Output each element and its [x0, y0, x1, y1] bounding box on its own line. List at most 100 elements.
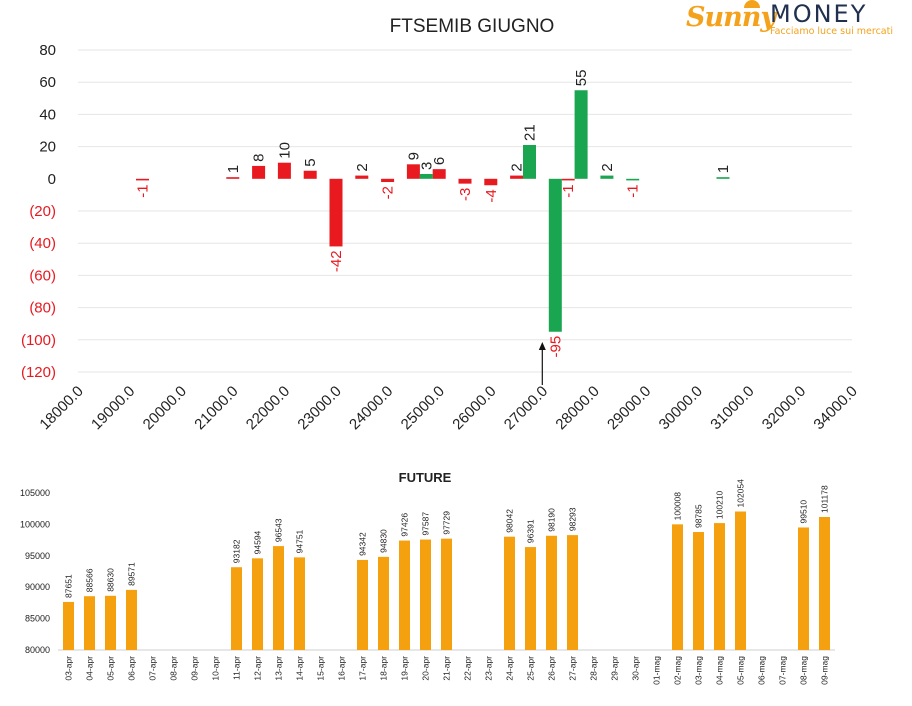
- data-label: 2: [599, 163, 616, 171]
- x-tick-label: 10-apr: [211, 656, 221, 681]
- x-tick-label: 23-apr: [484, 656, 494, 681]
- x-tick-label: 15-apr: [316, 656, 326, 681]
- bar: [672, 524, 683, 650]
- data-label: 1: [225, 165, 242, 173]
- data-label: 98293: [568, 507, 578, 531]
- bar: [567, 535, 578, 650]
- x-tick-label: 05-apr: [106, 656, 116, 681]
- x-tick-label: 03-mag: [694, 656, 704, 685]
- data-label: 21: [522, 124, 539, 141]
- x-tick-label: 31000.0: [707, 383, 757, 433]
- data-label: 55: [573, 70, 590, 87]
- data-label: 98785: [694, 504, 704, 528]
- sun-icon: [744, 0, 760, 8]
- data-label: 94342: [358, 532, 368, 556]
- bar: [626, 178, 640, 181]
- logo-tagline: Facciamo luce sui mercati: [770, 26, 893, 37]
- data-label: 96543: [274, 518, 284, 542]
- x-tick-label: 32000.0: [759, 383, 809, 433]
- bar: [714, 523, 725, 650]
- x-tick-label: 27000.0: [501, 383, 551, 433]
- bar: [716, 177, 730, 179]
- data-label: -4: [483, 189, 500, 202]
- data-label: 98042: [505, 509, 515, 533]
- bar: [419, 173, 433, 179]
- data-label: -1: [135, 184, 152, 197]
- y-tick-label: 105000: [20, 488, 50, 498]
- x-tick-label: 26000.0: [449, 383, 499, 433]
- x-tick-label: 06-apr: [127, 656, 137, 681]
- x-tick-label: 24000.0: [346, 383, 396, 433]
- bar: [378, 556, 389, 650]
- bar: [819, 517, 830, 650]
- data-label: 5: [302, 158, 319, 166]
- bar: [561, 178, 575, 181]
- data-label: 100008: [673, 492, 683, 521]
- ftsemib-chart-title: FTSEMIB GIUGNO: [390, 16, 555, 37]
- bar: [226, 177, 240, 179]
- bar: [273, 546, 284, 650]
- arrow-head: [538, 342, 546, 350]
- x-tick-label: 23000.0: [294, 383, 344, 433]
- y-tick-label: (40): [29, 235, 56, 252]
- data-label: 98190: [547, 508, 557, 532]
- x-tick-label: 09-apr: [190, 656, 200, 681]
- data-label: 93182: [232, 539, 242, 563]
- x-tick-label: 13-apr: [274, 656, 284, 681]
- bar: [329, 178, 343, 247]
- y-tick-label: (120): [21, 364, 56, 381]
- x-tick-label: 29-apr: [610, 656, 620, 681]
- bar: [420, 539, 431, 650]
- y-tick-label: 60: [39, 74, 56, 91]
- x-tick-label: 21-apr: [442, 656, 452, 681]
- x-tick-label: 02-mag: [673, 656, 683, 685]
- ftsemib-y-axis: 80 60 40 20 0 (20) (40) (60) (80) (100) (120): [21, 42, 56, 381]
- x-tick-label: 03-apr: [64, 656, 74, 681]
- bar: [355, 175, 369, 179]
- y-tick-label: (80): [29, 300, 56, 317]
- bar: [277, 162, 291, 179]
- y-tick-label: 95000: [25, 551, 50, 561]
- data-label: 97729: [442, 511, 452, 535]
- x-tick-label: 08-apr: [169, 656, 179, 681]
- bar: [63, 601, 74, 650]
- logo: Sunny MONEY Facciamo luce sui mercati: [686, 0, 893, 38]
- x-tick-label: 22000.0: [243, 383, 293, 433]
- bar: [136, 178, 149, 181]
- logo-sunny-text: Sunny: [686, 2, 776, 33]
- data-label: 2: [509, 163, 526, 171]
- data-label: -2: [380, 186, 397, 199]
- data-label: 1: [715, 165, 732, 173]
- bar: [406, 164, 420, 179]
- y-tick-label: 100000: [20, 519, 50, 529]
- x-tick-label: 12-apr: [253, 656, 263, 681]
- y-tick-label: 90000: [25, 582, 50, 592]
- data-label: 99510: [799, 500, 809, 524]
- data-label: 89571: [127, 562, 137, 586]
- data-label: 94830: [379, 529, 389, 553]
- y-tick-label: (20): [29, 203, 56, 220]
- bar: [252, 558, 263, 650]
- x-tick-label: 30-apr: [631, 656, 641, 681]
- x-tick-label: 19-apr: [400, 656, 410, 681]
- data-label: 8: [251, 154, 268, 162]
- bar: [600, 175, 614, 179]
- x-tick-label: 08-mag: [799, 656, 809, 685]
- x-tick-label: 04-apr: [85, 656, 95, 681]
- future-chart: FUTURE 80000850009000095000100000105000 …: [20, 470, 835, 685]
- x-tick-label: 34000.0: [810, 383, 860, 433]
- x-tick-label: 28000.0: [552, 383, 602, 433]
- future-bars: [63, 511, 830, 650]
- bar: [548, 178, 562, 332]
- y-tick-label: 20: [39, 139, 56, 156]
- data-label: -1: [560, 184, 577, 197]
- x-tick-label: 29000.0: [604, 383, 654, 433]
- data-label: -95: [547, 336, 564, 358]
- data-label: 102054: [736, 479, 746, 508]
- bar: [432, 169, 446, 179]
- data-label: 9: [405, 152, 422, 160]
- bar: [357, 559, 368, 650]
- y-tick-label: 80: [39, 42, 56, 59]
- bar: [303, 170, 317, 179]
